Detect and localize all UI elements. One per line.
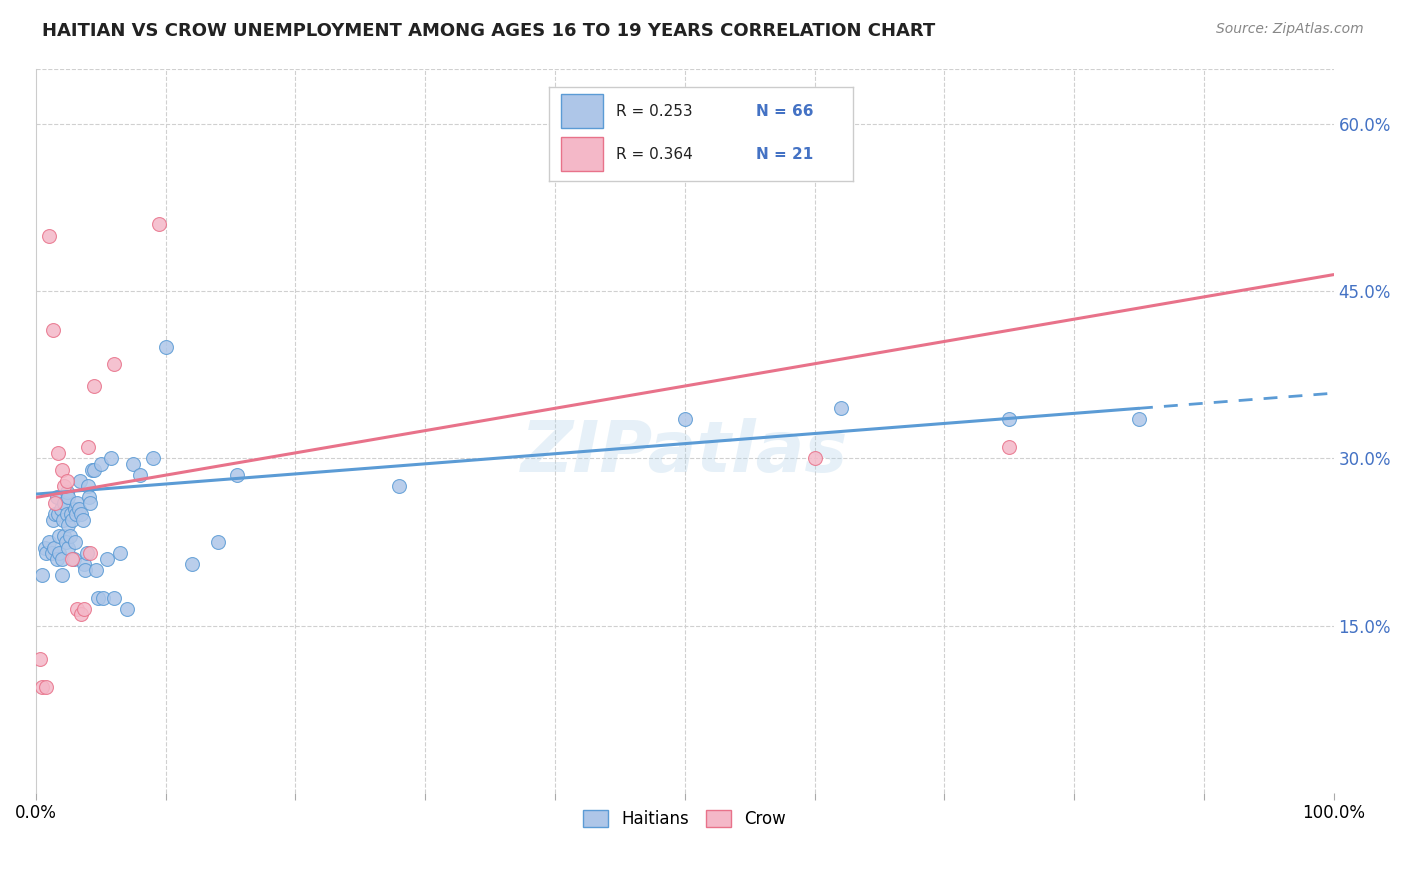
Point: [53, 479, 76, 493]
Point: [48, 546, 70, 560]
Point: [31, 680, 53, 694]
Point: [56, 474, 79, 488]
Point: [45, 551, 67, 566]
Text: Source: ZipAtlas.com: Source: ZipAtlas.com: [1216, 22, 1364, 37]
Point: [803, 451, 825, 466]
Point: [42, 323, 65, 337]
Point: [63, 535, 86, 549]
Point: [53, 496, 76, 510]
Point: [207, 535, 229, 549]
Point: [48, 529, 70, 543]
Point: [128, 468, 150, 483]
Point: [103, 357, 125, 371]
Point: [76, 546, 98, 560]
Point: [31, 568, 53, 582]
Point: [44, 496, 66, 510]
Point: [58, 491, 80, 505]
Point: [58, 518, 80, 533]
Point: [73, 602, 96, 616]
Point: [42, 513, 65, 527]
Point: [90, 457, 112, 471]
Point: [142, 451, 165, 466]
Point: [110, 546, 132, 560]
Point: [70, 507, 93, 521]
Point: [55, 535, 77, 549]
Point: [72, 513, 94, 527]
Point: [51, 568, 73, 582]
Point: [53, 529, 76, 543]
Point: [77, 491, 100, 505]
Point: [66, 496, 89, 510]
Point: [28, 652, 51, 666]
Point: [56, 484, 79, 499]
Point: [46, 507, 69, 521]
Point: [180, 558, 202, 572]
Point: [59, 507, 82, 521]
Point: [44, 507, 66, 521]
Point: [62, 551, 84, 566]
Point: [155, 340, 177, 354]
Point: [73, 558, 96, 572]
Point: [49, 501, 72, 516]
Point: [56, 507, 79, 521]
Point: [83, 462, 105, 476]
Point: [38, 228, 60, 243]
Point: [673, 412, 696, 426]
Point: [79, 546, 101, 560]
Point: [115, 602, 138, 616]
Point: [38, 535, 60, 549]
Text: HAITIAN VS CROW UNEMPLOYMENT AMONG AGES 16 TO 19 YEARS CORRELATION CHART: HAITIAN VS CROW UNEMPLOYMENT AMONG AGES …: [42, 22, 935, 40]
Text: ZIPatlas: ZIPatlas: [522, 417, 848, 487]
Point: [830, 401, 852, 416]
Point: [67, 501, 90, 516]
Point: [388, 479, 411, 493]
Point: [148, 218, 170, 232]
Point: [76, 479, 98, 493]
Point: [51, 462, 73, 476]
Point: [69, 474, 91, 488]
Point: [35, 680, 58, 694]
Point: [59, 529, 82, 543]
Point: [45, 491, 67, 505]
Point: [42, 541, 65, 555]
Point: [63, 501, 86, 516]
Point: [80, 462, 103, 476]
Point: [58, 541, 80, 555]
Point: [66, 602, 89, 616]
Point: [79, 496, 101, 510]
Point: [46, 446, 69, 460]
Point: [60, 513, 83, 527]
Point: [103, 591, 125, 605]
Point: [60, 551, 83, 566]
Point: [41, 546, 63, 560]
Point: [87, 591, 110, 605]
Point: [83, 379, 105, 393]
Point: [76, 440, 98, 454]
Point: [52, 513, 75, 527]
Point: [84, 563, 107, 577]
Point: [34, 541, 56, 555]
Point: [226, 468, 249, 483]
Point: [96, 551, 118, 566]
Point: [1128, 412, 1150, 426]
Legend: Haitians, Crow: Haitians, Crow: [576, 804, 793, 835]
Point: [70, 607, 93, 622]
Point: [35, 546, 58, 560]
Point: [100, 451, 122, 466]
Point: [65, 507, 87, 521]
Point: [122, 457, 145, 471]
Point: [75, 563, 97, 577]
Point: [998, 412, 1021, 426]
Point: [998, 440, 1021, 454]
Point: [93, 591, 115, 605]
Point: [51, 551, 73, 566]
